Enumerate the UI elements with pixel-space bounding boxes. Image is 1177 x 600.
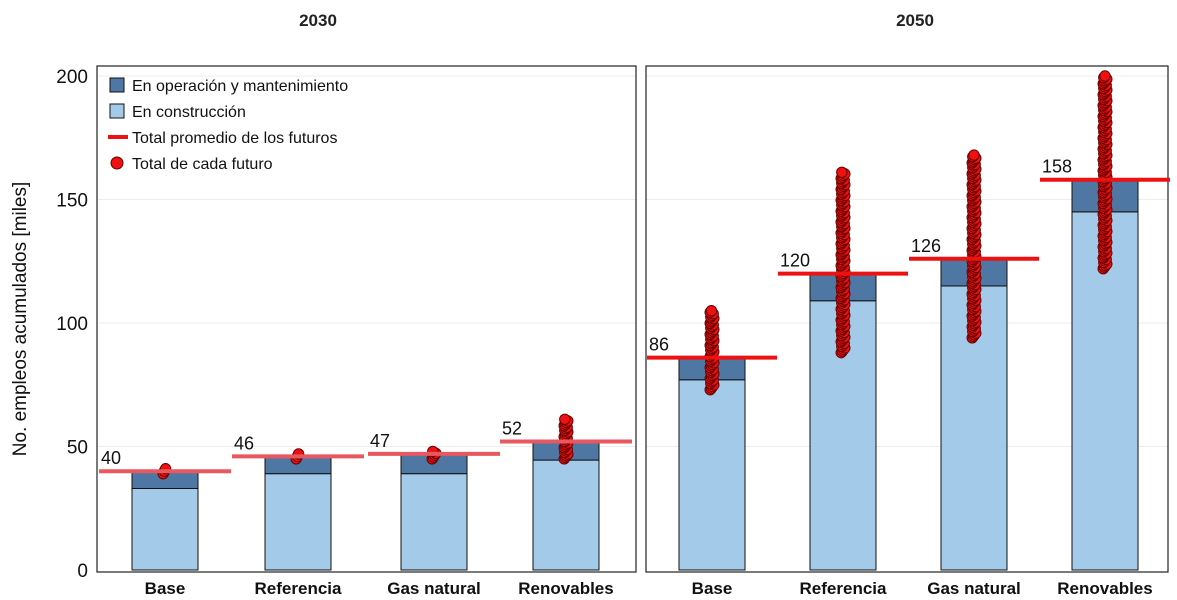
- legend-label: Total promedio de los futuros: [132, 130, 337, 147]
- bar-construccion: [264, 473, 332, 571]
- futures-dots: [558, 413, 574, 465]
- panel-title: 2030: [299, 11, 337, 30]
- legend-swatch: [109, 103, 125, 119]
- average-label: 40: [101, 448, 121, 468]
- y-tick-label: 50: [67, 438, 88, 459]
- future-dot: [705, 304, 718, 317]
- category-label: Gas natural: [927, 579, 1021, 598]
- average-label: 46: [234, 433, 254, 453]
- category-label: Renovables: [1057, 579, 1152, 598]
- legend-swatch: [109, 77, 125, 93]
- future-dot: [559, 413, 571, 426]
- futures-dots: [966, 149, 982, 344]
- future-dot: [1099, 70, 1111, 82]
- category-label: Base: [692, 579, 733, 598]
- bar-construccion: [678, 379, 746, 571]
- futures-dots: [1097, 70, 1113, 275]
- panel-2050: 2050 86 Base 120 Referencia 126 Gas natural 158…: [645, 11, 1170, 598]
- legend-label: En operación y mantenimiento: [132, 78, 348, 95]
- y-axis-title: No. empleos acumulados [miles]: [10, 182, 31, 457]
- category-label: Referencia: [800, 579, 887, 598]
- futures-dots: [704, 304, 720, 396]
- category-label: Referencia: [255, 579, 342, 598]
- legend-label: En construcción: [132, 104, 246, 121]
- average-label: 120: [780, 251, 810, 271]
- y-tick-label: 200: [56, 67, 88, 88]
- category-label: Renovables: [518, 579, 613, 598]
- y-tick-label: 100: [56, 314, 88, 335]
- panel-frame: [645, 65, 1169, 573]
- legend: En operación y mantenimiento En construcc…: [108, 77, 348, 173]
- y-tick-label: 0: [77, 561, 88, 582]
- bar-construccion: [131, 487, 199, 571]
- category-label: Gas natural: [387, 579, 481, 598]
- average-label: 86: [649, 335, 669, 355]
- average-label: 47: [370, 431, 390, 451]
- bar-construccion: [400, 473, 468, 571]
- futures-dots: [835, 166, 851, 359]
- average-label: 52: [502, 419, 522, 439]
- panel-title: 2050: [896, 11, 934, 30]
- average-label: 158: [1042, 157, 1072, 177]
- future-dot: [968, 149, 980, 161]
- panel-2030: 2030 40 Base 46 Referencia 47 Gas natural 52 Ren…: [96, 11, 637, 598]
- bar-construccion: [532, 459, 600, 571]
- category-label: Base: [145, 579, 186, 598]
- legend-swatch: [110, 156, 124, 170]
- average-label: 126: [911, 236, 941, 256]
- y-tick-label: 150: [56, 191, 88, 212]
- panel-frame: [96, 65, 637, 573]
- legend-label: Total de cada futuro: [132, 156, 273, 173]
- future-dot: [836, 166, 848, 179]
